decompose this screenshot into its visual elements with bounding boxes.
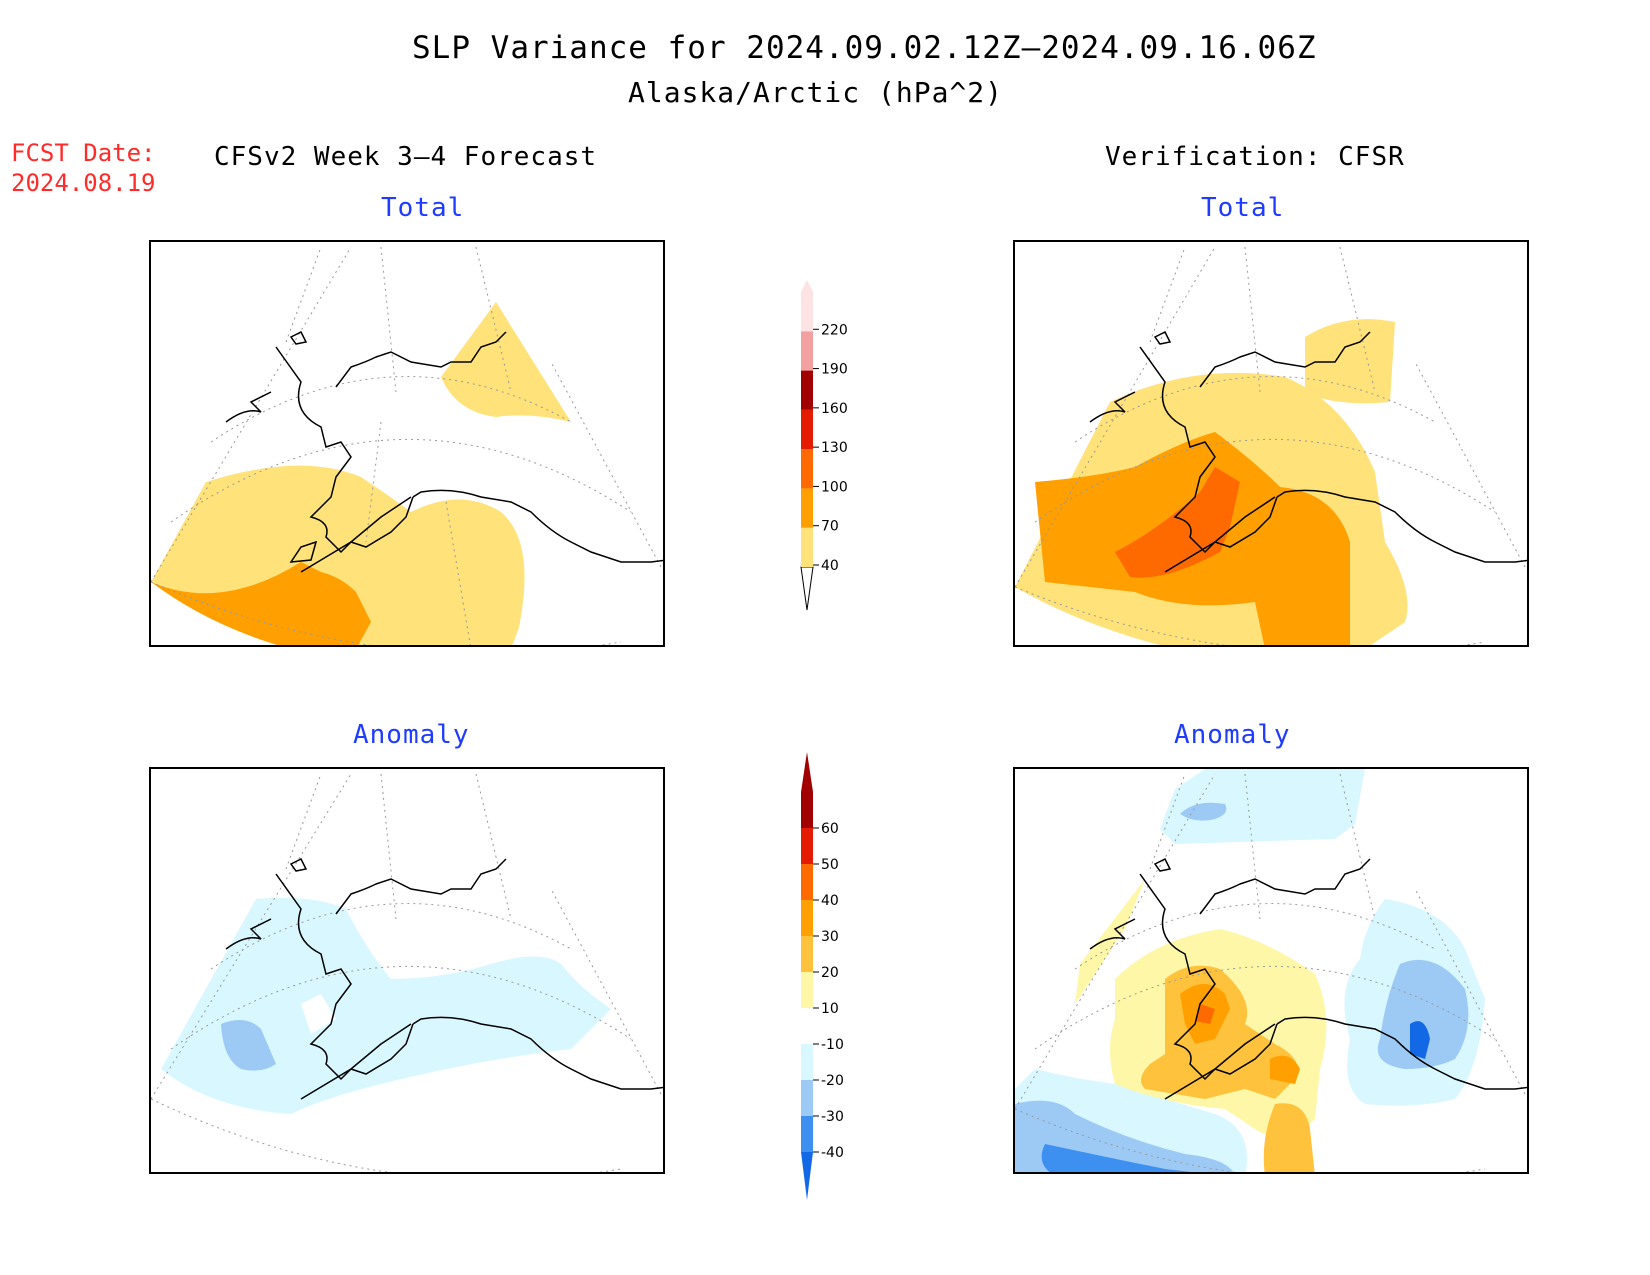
colorbar-block — [801, 1116, 813, 1152]
verification-total-label: Total — [1201, 193, 1285, 223]
forecast-total-map — [149, 240, 665, 647]
forecast-column-heading: CFSv2 Week 3–4 Forecast — [214, 142, 598, 172]
colorbar-block — [801, 936, 813, 972]
total-colorbar-bottom-arrow — [800, 566, 814, 611]
colorbar-block — [801, 527, 813, 567]
colorbar-tick-label: 70 — [821, 519, 839, 535]
anomaly-colorbar-blocks — [801, 792, 813, 1152]
graticule — [1015, 246, 1526, 645]
colorbar-tick-label: 30 — [821, 929, 839, 945]
colorbar-tick-label: 20 — [821, 965, 839, 981]
coastline — [1089, 857, 1527, 1100]
map-fill — [161, 897, 611, 1114]
anomaly-colorbar-ticks: -40 -30 -20 -10 10 20 30 40 50 60 — [813, 821, 844, 1161]
graticule — [151, 773, 662, 1172]
fcst-date-label: FCST Date: — [11, 139, 156, 167]
forecast-anomaly-label: Anomaly — [353, 720, 470, 750]
colorbar-block — [801, 864, 813, 900]
verification-anomaly-map — [1013, 767, 1529, 1174]
colorbar-tick-label: 100 — [821, 479, 848, 495]
colorbar-block — [801, 1080, 813, 1116]
colorbar-tick-label: -10 — [821, 1037, 844, 1053]
colorbar-block — [801, 449, 813, 489]
colorbar-block — [801, 792, 813, 828]
colorbar-tick-label: 40 — [821, 893, 839, 909]
forecast-total-label: Total — [381, 193, 465, 223]
anomaly-colorbar: -40 -30 -20 -10 10 20 30 40 50 60 — [801, 752, 844, 1200]
map-fill — [1015, 319, 1408, 645]
colorbar-tick-label: 60 — [821, 821, 839, 837]
verification-anomaly-map-svg — [1015, 769, 1527, 1172]
colorbar-block — [801, 1008, 813, 1044]
verification-column-heading: Verification: CFSR — [1105, 142, 1405, 172]
colorbar-block — [801, 828, 813, 864]
anomaly-colorbar-top-arrow — [801, 752, 813, 792]
colorbar-tick-label: -40 — [821, 1145, 844, 1161]
forecast-anomaly-map — [149, 767, 665, 1174]
coastline — [225, 857, 663, 1100]
colorbar-tick-label: 40 — [821, 558, 839, 574]
total-colorbar: 40 70 100 130 160 190 220 — [800, 280, 848, 611]
colorbar-tick-label: -30 — [821, 1109, 844, 1125]
verification-anomaly-label: Anomaly — [1174, 720, 1291, 750]
colorbar-tick-label: 10 — [821, 1001, 839, 1017]
colorbar-tick-label: 190 — [821, 362, 848, 378]
colorbar-block — [801, 331, 813, 371]
map-fill — [151, 302, 571, 645]
colorbar-block — [801, 370, 813, 410]
colorbar-tick-label: 220 — [821, 322, 848, 338]
total-colorbar-top-arrow — [801, 280, 813, 292]
main-subtitle: Alaska/Arctic (hPa^2) — [628, 76, 1004, 109]
forecast-total-map-svg — [151, 246, 663, 645]
coastline — [1089, 330, 1527, 573]
colorbar-block — [801, 488, 813, 528]
forecast-anomaly-map-svg — [151, 773, 663, 1172]
fcst-date-value: 2024.08.19 — [11, 169, 156, 197]
coastline — [225, 330, 663, 573]
colorbar-block — [801, 900, 813, 936]
anomaly-colorbar-bottom-arrow — [801, 1152, 813, 1200]
map-fill — [1015, 769, 1485, 1172]
colorbar-block — [801, 409, 813, 450]
graticule — [1015, 773, 1526, 1172]
total-colorbar-ticks: 40 70 100 130 160 190 220 — [813, 322, 848, 574]
main-title: SLP Variance for 2024.09.02.12Z–2024.09.… — [412, 30, 1317, 66]
colorbar-tick-label: 130 — [821, 440, 848, 456]
verification-total-map — [1013, 240, 1529, 647]
verification-total-map-svg — [1015, 246, 1527, 645]
total-colorbar-blocks — [801, 292, 813, 567]
graticule — [151, 246, 662, 645]
colorbar-block — [801, 1044, 813, 1080]
colorbar-tick-label: -20 — [821, 1073, 844, 1089]
colorbar-block — [801, 972, 813, 1008]
colorbar-block — [801, 292, 813, 332]
colorbar-tick-label: 160 — [821, 401, 848, 417]
colorbar-tick-label: 50 — [821, 857, 839, 873]
